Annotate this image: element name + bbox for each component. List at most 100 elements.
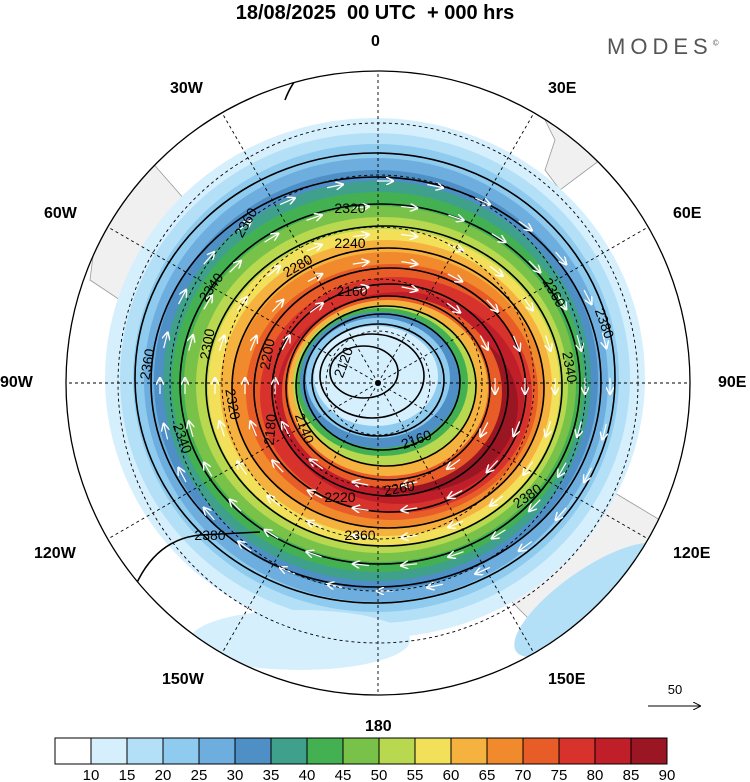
colorbar-swatch — [522, 737, 560, 765]
wind-arrow — [267, 496, 281, 507]
wind-arrow — [306, 215, 322, 220]
wind-arrow — [480, 422, 489, 436]
wind-arrow — [164, 333, 168, 349]
wind-arrow — [490, 495, 504, 506]
meridian-line — [221, 382, 379, 654]
contour-label: 2320 — [222, 387, 243, 421]
colorbar-tick-label: 10 — [83, 767, 100, 782]
brand-logo: MODES© — [607, 34, 719, 60]
wind-arrow — [272, 461, 284, 473]
wind-arrow — [307, 521, 323, 527]
lon-label-180: 180 — [365, 718, 392, 735]
contour-label: 2360 — [136, 347, 157, 381]
wind-arrow — [401, 564, 418, 566]
wind-arrow — [446, 302, 460, 312]
wind-arrow — [448, 521, 464, 527]
colorbar-swatch — [306, 737, 344, 765]
wind-arrow — [250, 336, 256, 351]
wind-arrow — [308, 491, 323, 499]
colorbar-swatch — [234, 737, 272, 765]
contour-2340 — [179, 203, 581, 565]
contour-label: 2220 — [324, 489, 355, 505]
wind-arrow — [402, 482, 418, 485]
wind-arrow — [401, 235, 417, 237]
wind-arrow — [265, 530, 279, 539]
wind-arrow — [238, 542, 252, 552]
wind-arrow — [271, 300, 283, 312]
contour-2320 — [205, 225, 563, 547]
wind-arrow — [179, 468, 187, 483]
wind-arrow — [489, 265, 503, 276]
latitude-ring-2 — [169, 174, 587, 592]
wind-arrow — [518, 220, 532, 230]
wind-arrow — [487, 460, 499, 473]
colorbar-swatch — [558, 737, 596, 765]
latitude-ring-5 — [325, 330, 431, 436]
wind-arrow — [266, 266, 280, 277]
wind-arrow — [306, 245, 322, 251]
wind-arrow — [279, 198, 295, 206]
wind-arrow — [447, 273, 462, 281]
lon-label-150w: 150W — [162, 671, 204, 688]
colorbar-tick-label: 45 — [335, 767, 352, 782]
wind-arrow — [602, 332, 606, 349]
wind-arrow — [229, 261, 241, 273]
colorbar-tick-label: 30 — [227, 767, 244, 782]
wind-arrow — [491, 233, 506, 242]
lon-label-60w: 60W — [44, 205, 77, 222]
colorbar-swatch — [198, 737, 236, 765]
colorbar-tick-label: 35 — [263, 767, 280, 782]
contour-label: 2160 — [336, 283, 367, 299]
colorbar-swatch — [162, 737, 200, 765]
wind-arrow — [237, 462, 248, 476]
wind-arrow — [448, 215, 463, 220]
meridian-line — [377, 382, 649, 540]
colorbar-tick-label: 85 — [623, 767, 640, 782]
contour-label: 2380 — [194, 527, 225, 543]
wind-arrow — [401, 262, 417, 264]
wind-arrow — [401, 287, 418, 290]
wind-arrow — [352, 262, 369, 264]
wind-arrow — [523, 461, 534, 475]
wind-arrow — [401, 508, 418, 510]
meridian-line — [377, 226, 649, 384]
wind-arrow — [164, 424, 168, 440]
contour-label: 2200 — [256, 337, 277, 371]
contour-2120 — [329, 345, 399, 399]
wind-arrow — [353, 482, 369, 485]
meridian-line — [377, 112, 535, 384]
colorbar-tick-label: 50 — [371, 767, 388, 782]
lon-label-120e: 120E — [673, 545, 711, 562]
lon-label-30w: 30W — [170, 80, 203, 97]
wind-arrow — [307, 274, 322, 282]
wind-arrow — [230, 500, 242, 512]
meridian-line — [107, 226, 379, 384]
colorbar-tick-label: 20 — [155, 767, 172, 782]
wind-arrow — [189, 421, 193, 437]
wind-arrow — [522, 296, 532, 310]
wind-arrow — [475, 566, 491, 573]
wind-arrow — [557, 295, 566, 309]
wind-arrow — [486, 299, 498, 312]
brand-name: MODES — [607, 34, 713, 59]
wind-arrow — [577, 421, 581, 436]
graticule — [66, 71, 690, 695]
colorbar-swatch — [126, 737, 164, 765]
wind-arrow — [546, 421, 551, 436]
wind-arrow — [583, 289, 591, 304]
wind-arrow — [528, 260, 540, 272]
contour-2380-north — [284, 71, 371, 101]
colorbar-swatch — [630, 737, 668, 765]
wind-arrow — [309, 303, 323, 313]
wind-arrow — [556, 507, 567, 520]
wind-arrow — [401, 206, 417, 208]
wind-arrow — [514, 335, 520, 351]
colorbar-tick-label: 65 — [479, 767, 496, 782]
colorbar-tick-label: 15 — [119, 767, 136, 782]
colorbar-tick-label: 25 — [191, 767, 208, 782]
colorbar-swatch — [90, 737, 128, 765]
contour-2300 — [231, 247, 545, 529]
wind-arrow — [353, 564, 369, 566]
